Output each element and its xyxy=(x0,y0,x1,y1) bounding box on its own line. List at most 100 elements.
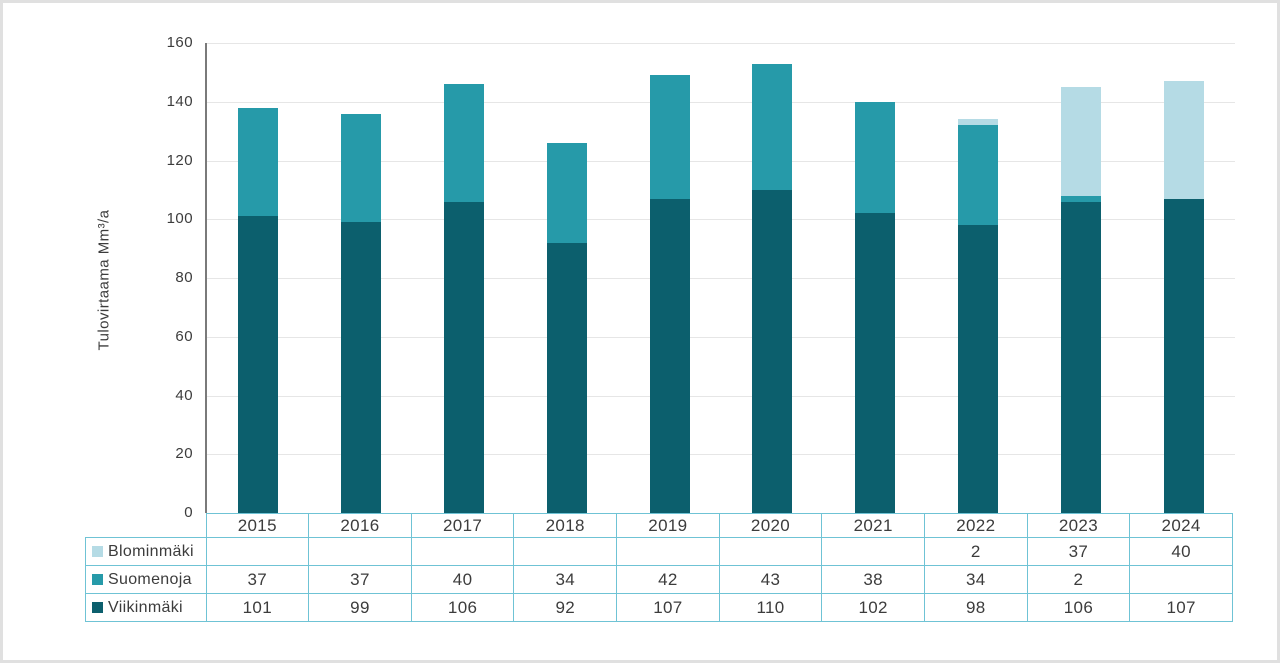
year-header-cell: 2019 xyxy=(616,513,720,538)
bar-segment xyxy=(444,84,484,202)
table-value-cell: 110 xyxy=(718,593,823,622)
stacked-bar-2016 xyxy=(341,113,382,513)
table-value-cell: 102 xyxy=(821,593,925,622)
stacked-bar-2022 xyxy=(958,119,998,513)
table-value-cell: 34 xyxy=(513,565,618,594)
bar-segment xyxy=(649,198,690,513)
legend-series-name: Blominmäki xyxy=(108,542,194,560)
bar-segment xyxy=(1163,81,1204,199)
gridline xyxy=(207,278,1235,279)
bar-segment xyxy=(855,101,896,214)
table-value-cell xyxy=(308,537,412,566)
y-axis-tick-label: 100 xyxy=(166,210,193,228)
year-header-cell: 2016 xyxy=(308,513,412,538)
table-value-cell xyxy=(205,537,310,566)
bar-segment xyxy=(341,222,382,513)
table-value-cell: 40 xyxy=(1129,537,1233,566)
legend-cell: Blominmäki xyxy=(85,537,207,566)
stacked-bar-2018 xyxy=(546,142,587,513)
table-value-cell: 40 xyxy=(410,565,515,594)
legend-swatch-icon xyxy=(92,602,103,613)
table-value-cell: 2 xyxy=(1026,565,1131,594)
table-row: Blominmäki 2 37 40 xyxy=(85,537,1233,566)
year-header-cell: 2023 xyxy=(1026,513,1131,538)
table-value-cell: 107 xyxy=(1129,593,1233,622)
y-axis-title: Tulovirtaama Mm³/a xyxy=(95,209,113,351)
bar-segment xyxy=(1060,195,1101,202)
year-header-cell: 2020 xyxy=(718,513,823,538)
table-value-cell: 42 xyxy=(616,565,720,594)
bar-segment xyxy=(1163,198,1204,513)
table-value-cell: 99 xyxy=(308,593,412,622)
table-value-cell: 37 xyxy=(205,565,310,594)
table-value-cell: 43 xyxy=(718,565,823,594)
bar-segment xyxy=(958,119,998,126)
table-value-cell: 34 xyxy=(923,565,1028,594)
year-header-cell: 2018 xyxy=(513,513,618,538)
table-row: Viikinmäki 101 99 106 92 107 110 102 98 106 107 xyxy=(85,593,1233,622)
table-value-cell: 2 xyxy=(923,537,1028,566)
y-axis-tick-label: 60 xyxy=(175,327,193,345)
y-axis-tick-label: 120 xyxy=(166,151,193,169)
bar-segment xyxy=(752,63,793,190)
year-header-cell: 2017 xyxy=(410,513,515,538)
year-header-cell: 2022 xyxy=(923,513,1028,538)
bar-segment xyxy=(546,142,587,243)
table-row: Suomenoja 37 37 40 34 42 43 38 34 2 xyxy=(85,565,1233,594)
gridline xyxy=(207,336,1235,338)
stacked-bar-2024 xyxy=(1163,81,1204,513)
legend-series-name: Suomenoja xyxy=(108,570,192,588)
bar-segment xyxy=(238,107,279,217)
bar-segment xyxy=(444,201,484,513)
gridline xyxy=(207,219,1235,221)
stacked-bar-2019 xyxy=(649,75,690,513)
table-value-cell: 37 xyxy=(1026,537,1131,566)
table-value-cell: 107 xyxy=(616,593,720,622)
year-header-cell: 2015 xyxy=(205,513,310,538)
bar-segment xyxy=(649,75,690,199)
table-value-cell xyxy=(718,537,823,566)
y-axis-tick-label: 140 xyxy=(166,92,193,110)
legend-cell: Viikinmäki xyxy=(85,593,207,622)
bar-segment xyxy=(1060,87,1101,196)
bar-segment xyxy=(546,242,587,513)
legend-cell: Suomenoja xyxy=(85,565,207,594)
stacked-bar-2023 xyxy=(1060,87,1101,513)
year-header-cell: 2021 xyxy=(821,513,925,538)
legend-series-name: Viikinmäki xyxy=(108,598,183,616)
bar-segment xyxy=(752,189,793,513)
bar-segment xyxy=(1060,201,1101,513)
gridline xyxy=(207,101,1235,103)
bar-segment xyxy=(958,125,998,226)
table-value-cell xyxy=(1129,565,1233,594)
table-value-cell: 106 xyxy=(410,593,515,622)
data-table: 2015 2016 2017 2018 2019 2020 2021 2022 2023 2024… xyxy=(85,513,1233,622)
year-header-row: 2015 2016 2017 2018 2019 2020 2021 2022 2023 2024 xyxy=(86,513,1233,538)
table-value-cell xyxy=(616,537,720,566)
stacked-bar-2021 xyxy=(855,101,896,513)
bar-segment xyxy=(855,213,896,513)
gridline xyxy=(207,160,1235,162)
stacked-bar-2015 xyxy=(238,107,279,513)
table-value-cell xyxy=(821,537,925,566)
stacked-bar-2020 xyxy=(752,63,793,513)
table-value-cell: 106 xyxy=(1026,593,1131,622)
table-value-cell: 101 xyxy=(205,593,310,622)
y-axis-tick-label: 160 xyxy=(166,34,193,51)
year-header-cell: 2024 xyxy=(1129,513,1233,538)
legend-swatch-icon xyxy=(92,546,103,557)
table-value-cell xyxy=(410,537,515,566)
stacked-bar-2017 xyxy=(444,84,484,513)
y-axis-tick-label: 20 xyxy=(175,445,193,463)
table-value-cell: 38 xyxy=(821,565,925,594)
y-axis-tick-label: 0 xyxy=(184,504,193,521)
legend-swatch-icon xyxy=(92,574,103,585)
plot-area xyxy=(205,43,1235,513)
gridline xyxy=(207,395,1235,397)
y-axis-tick-label: 80 xyxy=(175,269,193,286)
gridline xyxy=(207,43,1235,44)
table-value-cell: 37 xyxy=(308,565,412,594)
table-value-cell: 92 xyxy=(513,593,618,622)
bar-segment xyxy=(238,216,279,513)
